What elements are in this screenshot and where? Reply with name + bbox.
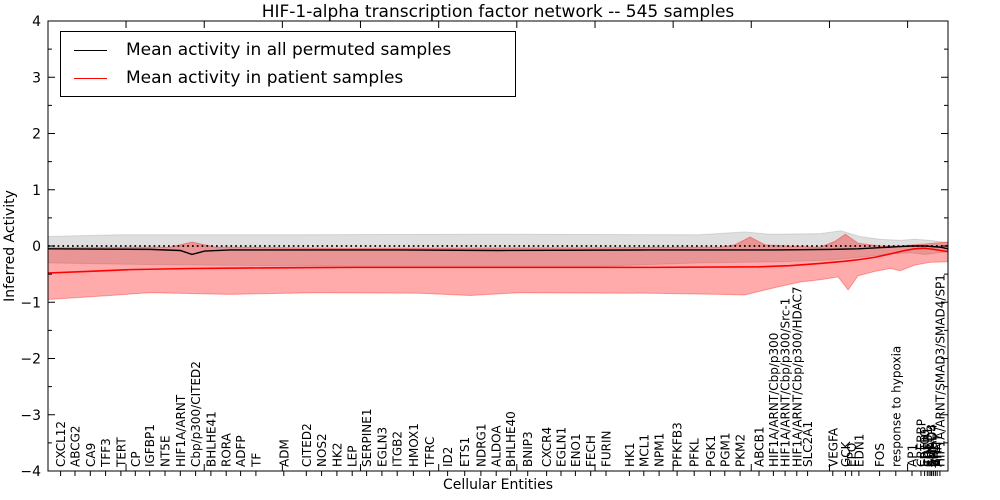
x-tick-label: FURIN xyxy=(600,430,614,467)
x-tick-label: CXCR4 xyxy=(540,427,554,467)
x-tick-label: EGLN3 xyxy=(375,427,389,467)
x-tick-label: NDRG1 xyxy=(474,424,488,468)
x-tick-label: response to hypoxia xyxy=(889,346,903,467)
legend-label-patient: Mean activity in patient samples xyxy=(126,68,404,88)
x-tick-label: CREB1 xyxy=(921,427,935,467)
x-tick-label: CREBBP xyxy=(915,419,929,467)
x-tick-label: ARNT xyxy=(931,433,945,467)
x-tick-label: ABCB1 xyxy=(753,427,767,467)
legend: Mean activity in all permuted samples Me… xyxy=(60,31,516,97)
x-tick-label: ID2 xyxy=(441,447,455,467)
y-tick-label: −4 xyxy=(20,464,41,480)
y-tick-label: −2 xyxy=(20,352,41,368)
x-tick-label: HIF1A/ARNT/Cbp/p300/Src-1 xyxy=(779,298,793,467)
y-tick-label: −1 xyxy=(20,295,41,311)
x-tick-label: ENO1 xyxy=(569,433,583,467)
x-tick-label: ADFP xyxy=(234,435,248,467)
patient-mean-line xyxy=(47,247,949,274)
x-tick-label: PGK1 xyxy=(704,435,718,467)
permuted-samples-range xyxy=(47,230,949,267)
x-tick-label: HIF1A/ARNT xyxy=(174,394,188,467)
x-tick-label: BNIP3 xyxy=(521,431,535,467)
x-tick-label: SP1 xyxy=(927,445,941,468)
legend-line-patient-icon xyxy=(74,77,107,79)
x-tick-label: NPM1 xyxy=(653,433,667,467)
x-tick-label: PKM2 xyxy=(734,434,748,467)
x-tick-label: RORA xyxy=(220,432,234,467)
x-tick-label: NOS2 xyxy=(315,433,329,467)
x-tick-label: CXCL12 xyxy=(54,421,68,467)
x-tick-label: CA9 xyxy=(84,443,98,467)
x-tick-label: PFKL xyxy=(688,438,702,467)
x-tick-label: EDN1 xyxy=(852,434,866,467)
x-tick-label: CP xyxy=(129,451,143,467)
y-tick-label: 2 xyxy=(32,127,41,143)
x-tick-label: HMOX1 xyxy=(407,423,421,467)
x-tick-label: Cbp/p300/CITED2 xyxy=(189,361,203,467)
x-tick-label: IGFBP1 xyxy=(143,424,157,467)
chart-title: HIF-1-alpha transcription factor network… xyxy=(261,2,735,22)
legend-label-permuted: Mean activity in all permuted samples xyxy=(126,40,452,60)
x-tick-label: MCL1 xyxy=(637,434,651,467)
y-tick-label: 1 xyxy=(32,183,41,199)
x-tick-label: ITGB2 xyxy=(391,431,405,467)
x-tick-label: EPO xyxy=(845,443,859,467)
x-tick-label: HIF1A/ARNT/Cbp/p300 xyxy=(767,333,781,467)
x-tick-label: VHL xyxy=(929,443,943,467)
x-tick-label: ETS1 xyxy=(458,437,472,467)
x-tick-label: PGM1 xyxy=(718,432,732,467)
x-tick-label: JUN xyxy=(923,446,937,468)
x-tick-label: HK1 xyxy=(623,442,637,467)
x-tick-label: ADM xyxy=(277,439,291,467)
x-tick-label: NT5E xyxy=(159,435,173,467)
y-tick-label: 0 xyxy=(32,239,41,255)
x-tick-label: VEGFA xyxy=(826,427,840,467)
x-tick-label: EP300 xyxy=(918,429,932,467)
x-tick-label: ABCG2 xyxy=(69,425,83,467)
x-tick-label: HIF1A/ARNT/Cbp/p300/HDAC7 xyxy=(790,286,804,467)
x-tick-label: GCK xyxy=(839,440,853,467)
x-tick-label: EGLN1 xyxy=(555,427,569,467)
legend-line-permuted-icon xyxy=(74,49,107,51)
legend-item-permuted: Mean activity in all permuted samples xyxy=(61,36,515,64)
x-tick-label: AP1 xyxy=(906,444,920,467)
y-tick-label: 3 xyxy=(32,70,41,86)
x-tick-label: LEP xyxy=(346,445,360,467)
x-tick-label: SERPINE1 xyxy=(360,408,374,467)
x-tick-label: HK2 xyxy=(330,442,344,467)
y-tick-label: −3 xyxy=(20,408,41,424)
x-tick-label: PFKFB3 xyxy=(671,422,685,467)
y-tick-label: 4 xyxy=(32,14,41,30)
x-tick-label: CITED2 xyxy=(300,423,314,467)
x-tick-label: ALDOA xyxy=(490,425,504,467)
permuted-mean-line xyxy=(47,245,949,256)
x-tick-label: TFF3 xyxy=(99,438,113,468)
x-tick-label: TF xyxy=(249,453,263,468)
x-tick-label: SLC2A1 xyxy=(801,421,815,467)
x-axis-label: Cellular Entities xyxy=(442,477,554,493)
legend-item-patient: Mean activity in patient samples xyxy=(61,64,515,92)
x-tick-label: TFRC xyxy=(423,437,437,468)
x-tick-label: BHLHE40 xyxy=(504,411,518,467)
x-tick-label: SMAD4 xyxy=(925,424,939,467)
x-tick-label: HIF1A/ARNT/SMAD3/SMAD4/SP1 xyxy=(933,274,947,467)
x-tick-label: BHLHE41 xyxy=(204,411,218,467)
y-axis-label: Inferred Activity xyxy=(2,190,18,302)
x-tick-label: TERT xyxy=(114,437,128,468)
x-tick-label: FOS xyxy=(873,443,887,467)
x-tick-label: FECH xyxy=(584,435,598,467)
x-tick-label: SMAD3 xyxy=(924,424,938,467)
